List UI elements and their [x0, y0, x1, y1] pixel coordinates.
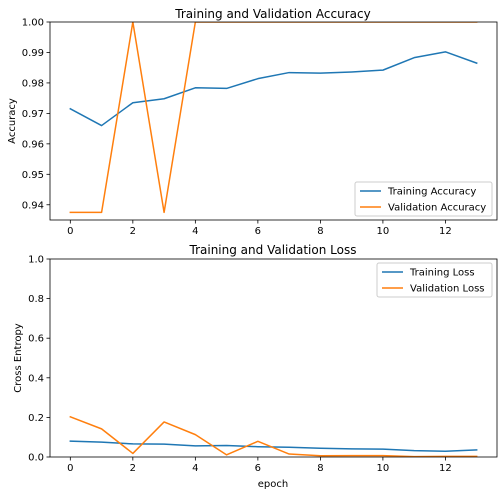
legend-label-training-loss: Training Loss — [409, 268, 475, 279]
loss-chart-title: Training and Validation Loss — [189, 243, 357, 257]
loss-ticks: 0 2 4 6 8 10 12 0.0 0.2 0.4 0.6 0.8 1.0 — [28, 255, 452, 475]
accuracy-y-tick-label: 0.96 — [22, 139, 44, 150]
series-line-validation-loss — [69, 415, 478, 457]
loss-y-tick-label: 1.0 — [28, 255, 44, 266]
loss-x-tick-label: 6 — [255, 463, 261, 474]
accuracy-y-tick-label: 0.95 — [22, 170, 44, 181]
accuracy-plot-area — [69, 22, 478, 214]
accuracy-x-tick-label: 0 — [67, 226, 73, 237]
loss-y-tick-label: 0.2 — [28, 413, 44, 424]
legend-label-validation-accuracy: Validation Accuracy — [388, 203, 486, 214]
accuracy-legend-box — [354, 181, 493, 217]
loss-plot-area — [69, 415, 478, 457]
accuracy-x-tick-label: 10 — [377, 226, 390, 237]
accuracy-x-tick-label: 8 — [317, 226, 323, 237]
loss-x-tick-label: 4 — [192, 463, 198, 474]
loss-x-tick-label: 10 — [377, 463, 390, 474]
accuracy-x-tick-label: 6 — [255, 226, 261, 237]
loss-x-tick-label: 12 — [439, 463, 452, 474]
series-line-training-loss — [69, 440, 478, 453]
accuracy-y-tick-label: 0.98 — [22, 78, 44, 89]
loss-y-tick-label: 0.0 — [28, 453, 44, 464]
accuracy-y-tick-label: 1.00 — [22, 18, 44, 29]
accuracy-y-tick-label: 0.97 — [22, 109, 44, 120]
loss-chart: Training and Validation Loss Cross Entro… — [13, 243, 498, 490]
loss-legend: Training Loss Validation Loss — [376, 262, 493, 298]
loss-x-tick-label: 0 — [67, 463, 73, 474]
accuracy-x-tick-label: 12 — [439, 226, 452, 237]
loss-legend-box — [376, 262, 493, 298]
accuracy-x-tick-label: 2 — [130, 226, 136, 237]
series-line-validation-accuracy — [69, 22, 478, 214]
accuracy-axes-frame — [49, 21, 498, 221]
legend-label-training-accuracy: Training Accuracy — [387, 187, 476, 198]
loss-x-tick-label: 8 — [317, 463, 323, 474]
loss-axes-frame — [49, 258, 498, 458]
loss-y-tick-label: 0.6 — [28, 334, 44, 345]
accuracy-y-tick-label: 0.94 — [22, 200, 44, 211]
legend-label-validation-loss: Validation Loss — [410, 284, 485, 295]
accuracy-y-tick-label: 0.99 — [22, 48, 44, 59]
accuracy-y-axis-label: Accuracy — [7, 98, 18, 144]
loss-y-tick-label: 0.4 — [28, 373, 44, 384]
accuracy-chart: Training and Validation Accuracy Accurac… — [7, 7, 498, 238]
loss-y-tick-label: 0.8 — [28, 294, 44, 305]
loss-x-tick-label: 2 — [130, 463, 136, 474]
accuracy-legend: Training Accuracy Validation Accuracy — [354, 181, 493, 217]
accuracy-ticks: 0 2 4 6 8 10 12 0.94 0.95 0.96 0.97 0.98 0.99 1.00 — [22, 18, 452, 238]
accuracy-chart-title: Training and Validation Accuracy — [174, 7, 370, 21]
loss-x-axis-label: epoch — [258, 479, 288, 490]
loss-y-axis-label: Cross Entropy — [13, 323, 24, 393]
accuracy-x-tick-label: 4 — [192, 226, 198, 237]
series-line-training-accuracy — [69, 51, 478, 127]
